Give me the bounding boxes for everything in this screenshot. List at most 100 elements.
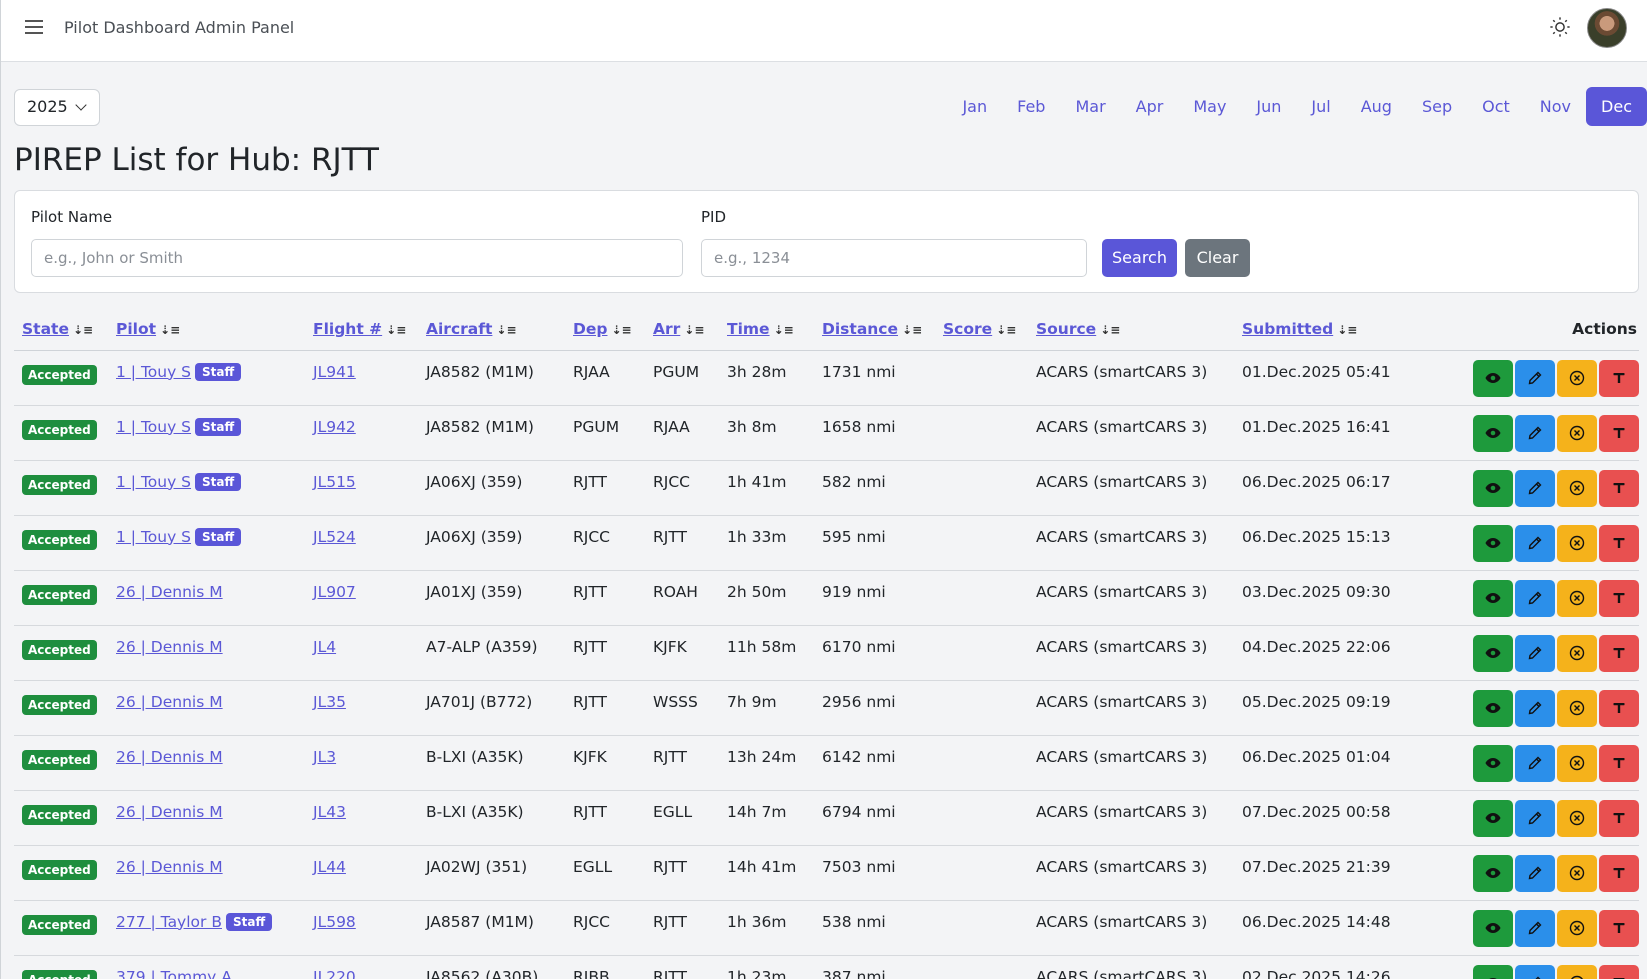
delete-button[interactable] xyxy=(1599,689,1639,727)
flight-link[interactable]: JL220 xyxy=(313,967,356,979)
column-header-aircraft[interactable]: Aircraft ⇣≡ xyxy=(426,308,573,351)
column-header-flight[interactable]: Flight # ⇣≡ xyxy=(313,308,426,351)
month-tab-jul[interactable]: Jul xyxy=(1311,97,1331,116)
clear-button[interactable]: Clear xyxy=(1185,239,1250,277)
column-header-label[interactable]: Dep xyxy=(573,319,608,338)
flight-link[interactable]: JL515 xyxy=(313,472,356,491)
month-tab-jun[interactable]: Jun xyxy=(1256,97,1282,116)
delete-button[interactable] xyxy=(1599,964,1639,979)
column-header-time[interactable]: Time ⇣≡ xyxy=(727,308,822,351)
flight-link[interactable]: JL3 xyxy=(313,747,337,766)
pilot-link[interactable]: 1 | Touy S xyxy=(116,472,192,491)
delete-button[interactable] xyxy=(1599,359,1639,397)
view-button[interactable] xyxy=(1473,854,1513,892)
view-button[interactable] xyxy=(1473,799,1513,837)
edit-button[interactable] xyxy=(1515,359,1555,397)
column-header-distance[interactable]: Distance ⇣≡ xyxy=(822,308,943,351)
avatar[interactable] xyxy=(1587,8,1627,48)
view-button[interactable] xyxy=(1473,634,1513,672)
edit-button[interactable] xyxy=(1515,579,1555,617)
column-header-dep[interactable]: Dep ⇣≡ xyxy=(573,308,653,351)
edit-button[interactable] xyxy=(1515,414,1555,452)
reject-button[interactable] xyxy=(1557,469,1597,507)
column-header-state[interactable]: State ⇣≡ xyxy=(14,308,116,351)
delete-button[interactable] xyxy=(1599,854,1639,892)
view-button[interactable] xyxy=(1473,964,1513,979)
column-header-label[interactable]: Distance xyxy=(822,319,899,338)
month-tab-aug[interactable]: Aug xyxy=(1360,97,1392,116)
month-tab-jan[interactable]: Jan xyxy=(962,97,988,116)
reject-button[interactable] xyxy=(1557,524,1597,562)
sort-icon[interactable]: ⇣≡ xyxy=(1337,322,1358,337)
view-button[interactable] xyxy=(1473,359,1513,397)
sort-icon[interactable]: ⇣≡ xyxy=(386,322,407,337)
reject-button[interactable] xyxy=(1557,689,1597,727)
column-header-pilot[interactable]: Pilot ⇣≡ xyxy=(116,308,313,351)
flight-link[interactable]: JL907 xyxy=(313,582,356,601)
month-tab-sep[interactable]: Sep xyxy=(1421,97,1453,116)
edit-button[interactable] xyxy=(1515,909,1555,947)
pilot-link[interactable]: 1 | Touy S xyxy=(116,527,192,546)
sort-icon[interactable]: ⇣≡ xyxy=(611,322,632,337)
view-button[interactable] xyxy=(1473,689,1513,727)
delete-button[interactable] xyxy=(1599,579,1639,617)
delete-button[interactable] xyxy=(1599,634,1639,672)
edit-button[interactable] xyxy=(1515,744,1555,782)
column-header-label[interactable]: Aircraft xyxy=(426,319,493,338)
pilot-link[interactable]: 379 | Tommy A xyxy=(116,967,232,979)
pilot-link[interactable]: 1 | Touy S xyxy=(116,417,192,436)
delete-button[interactable] xyxy=(1599,744,1639,782)
sun-icon[interactable] xyxy=(1549,16,1571,38)
column-header-label[interactable]: Submitted xyxy=(1242,319,1334,338)
edit-button[interactable] xyxy=(1515,634,1555,672)
reject-button[interactable] xyxy=(1557,579,1597,617)
reject-button[interactable] xyxy=(1557,854,1597,892)
sort-icon[interactable]: ⇣≡ xyxy=(496,322,517,337)
delete-button[interactable] xyxy=(1599,469,1639,507)
nav-pilot-dashboard[interactable]: Pilot Dashboard xyxy=(64,18,191,37)
sort-icon[interactable]: ⇣≡ xyxy=(1100,322,1121,337)
pilot-link[interactable]: 26 | Dennis M xyxy=(116,747,223,766)
view-button[interactable] xyxy=(1473,744,1513,782)
column-header-label[interactable]: Pilot xyxy=(116,319,157,338)
view-button[interactable] xyxy=(1473,524,1513,562)
delete-button[interactable] xyxy=(1599,909,1639,947)
flight-link[interactable]: JL43 xyxy=(313,802,346,821)
reject-button[interactable] xyxy=(1557,634,1597,672)
view-button[interactable] xyxy=(1473,909,1513,947)
menu-icon[interactable] xyxy=(25,18,43,36)
month-tab-nov[interactable]: Nov xyxy=(1539,97,1572,116)
flight-link[interactable]: JL35 xyxy=(313,692,346,711)
column-header-label[interactable]: Arr xyxy=(653,319,681,338)
month-tab-oct[interactable]: Oct xyxy=(1482,97,1510,116)
pilot-link[interactable]: 1 | Touy S xyxy=(116,362,192,381)
flight-link[interactable]: JL942 xyxy=(313,417,356,436)
edit-button[interactable] xyxy=(1515,964,1555,979)
flight-link[interactable]: JL4 xyxy=(313,637,337,656)
sort-icon[interactable]: ⇣≡ xyxy=(72,322,94,337)
view-button[interactable] xyxy=(1473,579,1513,617)
column-header-score[interactable]: Score ⇣≡ xyxy=(943,308,1036,351)
edit-button[interactable] xyxy=(1515,854,1555,892)
pid-input[interactable]: e.g., 1234 xyxy=(701,239,1087,277)
edit-button[interactable] xyxy=(1515,689,1555,727)
month-tab-mar[interactable]: Mar xyxy=(1075,97,1106,116)
edit-button[interactable] xyxy=(1515,469,1555,507)
column-header-submitted[interactable]: Submitted ⇣≡ xyxy=(1242,308,1392,351)
sort-icon[interactable]: ⇣≡ xyxy=(160,322,181,337)
pilot-link[interactable]: 26 | Dennis M xyxy=(116,692,223,711)
delete-button[interactable] xyxy=(1599,414,1639,452)
flight-link[interactable]: JL44 xyxy=(313,857,346,876)
sort-icon[interactable]: ⇣≡ xyxy=(996,322,1017,337)
month-tab-may[interactable]: May xyxy=(1193,97,1227,116)
pilot-link[interactable]: 26 | Dennis M xyxy=(116,637,223,656)
pilot-link[interactable]: 26 | Dennis M xyxy=(116,582,223,601)
edit-button[interactable] xyxy=(1515,799,1555,837)
month-tab-feb[interactable]: Feb xyxy=(1017,97,1046,116)
month-tab-apr[interactable]: Apr xyxy=(1135,97,1164,116)
sort-icon[interactable]: ⇣≡ xyxy=(902,322,923,337)
sort-icon[interactable]: ⇣≡ xyxy=(773,322,794,337)
edit-button[interactable] xyxy=(1515,524,1555,562)
flight-link[interactable]: JL524 xyxy=(313,527,356,546)
column-header-label[interactable]: Source xyxy=(1036,319,1097,338)
